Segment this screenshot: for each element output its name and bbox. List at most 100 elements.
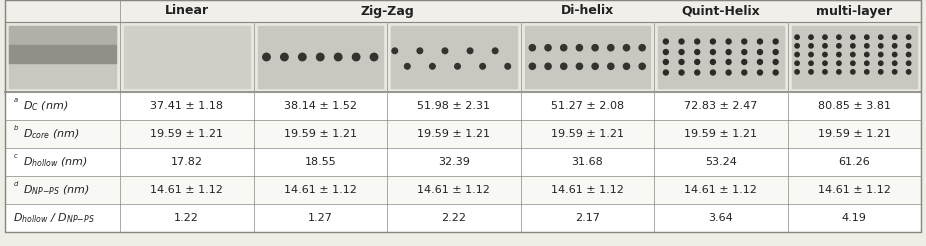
Circle shape [837, 35, 841, 39]
Circle shape [263, 53, 270, 61]
Text: 38.14 ± 1.52: 38.14 ± 1.52 [283, 101, 357, 111]
Text: $^{c}$: $^{c}$ [13, 153, 19, 163]
Text: 17.82: 17.82 [170, 157, 203, 167]
Circle shape [370, 53, 378, 61]
Bar [658, 26, 783, 88]
Circle shape [710, 39, 716, 44]
Circle shape [893, 52, 897, 57]
Circle shape [879, 61, 882, 65]
Text: 19.59 ± 1.21: 19.59 ± 1.21 [818, 129, 891, 139]
Circle shape [679, 49, 684, 55]
Circle shape [851, 44, 855, 48]
Circle shape [757, 49, 762, 55]
Circle shape [392, 48, 397, 54]
Circle shape [623, 63, 630, 69]
Circle shape [417, 48, 422, 54]
Text: 3.64: 3.64 [708, 213, 733, 223]
Text: 2.17: 2.17 [575, 213, 600, 223]
Bar [391, 26, 517, 88]
Circle shape [623, 45, 630, 51]
Circle shape [773, 60, 778, 64]
Circle shape [742, 70, 746, 75]
Circle shape [837, 70, 841, 74]
Text: $D_C$ (nm): $D_C$ (nm) [23, 99, 69, 113]
Circle shape [823, 70, 827, 74]
Circle shape [879, 35, 882, 39]
Circle shape [545, 63, 551, 69]
Text: 51.27 ± 2.08: 51.27 ± 2.08 [551, 101, 624, 111]
Circle shape [773, 70, 778, 75]
Bar [5, 204, 921, 232]
Text: 14.61 ± 1.12: 14.61 ± 1.12 [418, 185, 490, 195]
Text: 14.61 ± 1.12: 14.61 ± 1.12 [283, 185, 357, 195]
Circle shape [726, 49, 732, 55]
Circle shape [726, 70, 732, 75]
Circle shape [694, 39, 700, 44]
Circle shape [907, 35, 911, 39]
Bar [5, 0, 921, 22]
Text: $D_{NP\mathrm{-}PS}$ (nm): $D_{NP\mathrm{-}PS}$ (nm) [23, 183, 90, 197]
Circle shape [893, 70, 897, 74]
Circle shape [560, 45, 567, 51]
Text: 19.59 ± 1.21: 19.59 ± 1.21 [283, 129, 357, 139]
Circle shape [607, 45, 614, 51]
Text: 37.41 ± 1.18: 37.41 ± 1.18 [150, 101, 223, 111]
Circle shape [694, 49, 700, 55]
Text: 19.59 ± 1.21: 19.59 ± 1.21 [150, 129, 223, 139]
Circle shape [907, 44, 911, 48]
Circle shape [726, 60, 731, 64]
Circle shape [592, 45, 598, 51]
Circle shape [879, 44, 882, 48]
Text: 80.85 ± 3.81: 80.85 ± 3.81 [818, 101, 891, 111]
Circle shape [757, 39, 762, 44]
Circle shape [679, 39, 684, 44]
Text: Quint-Helix: Quint-Helix [682, 4, 760, 17]
Circle shape [851, 70, 855, 74]
Circle shape [808, 70, 813, 74]
Circle shape [808, 52, 813, 57]
Circle shape [694, 60, 700, 64]
Circle shape [865, 35, 869, 39]
Circle shape [742, 49, 746, 55]
Bar [5, 22, 921, 92]
Circle shape [679, 60, 684, 64]
Text: 4.19: 4.19 [842, 213, 867, 223]
Circle shape [823, 52, 827, 57]
Circle shape [823, 35, 827, 39]
Circle shape [663, 60, 669, 64]
Circle shape [837, 52, 841, 57]
Circle shape [298, 53, 306, 61]
Circle shape [907, 70, 911, 74]
Circle shape [639, 45, 645, 51]
Text: 18.55: 18.55 [305, 157, 336, 167]
Circle shape [865, 52, 869, 57]
Circle shape [879, 70, 882, 74]
Text: $D_{core}$ (nm): $D_{core}$ (nm) [23, 127, 80, 141]
Circle shape [544, 45, 551, 51]
Circle shape [576, 45, 582, 51]
Bar [9, 26, 116, 45]
Text: 32.39: 32.39 [438, 157, 469, 167]
Text: 19.59 ± 1.21: 19.59 ± 1.21 [418, 129, 490, 139]
Text: 1.22: 1.22 [174, 213, 199, 223]
Text: $D_{hollow}$ (nm): $D_{hollow}$ (nm) [23, 155, 88, 169]
Circle shape [530, 63, 535, 69]
Bar [5, 92, 921, 120]
Circle shape [710, 70, 716, 75]
Circle shape [281, 53, 288, 61]
Circle shape [663, 49, 669, 55]
Text: 19.59 ± 1.21: 19.59 ± 1.21 [684, 129, 757, 139]
Bar [5, 148, 921, 176]
Circle shape [809, 61, 813, 65]
Circle shape [851, 35, 855, 39]
Circle shape [468, 48, 473, 54]
Circle shape [607, 63, 614, 69]
Bar [5, 120, 921, 148]
Text: $^{d}$: $^{d}$ [13, 181, 19, 191]
Circle shape [809, 44, 813, 48]
Bar [792, 26, 917, 88]
Text: 14.61 ± 1.12: 14.61 ± 1.12 [551, 185, 624, 195]
Circle shape [639, 63, 645, 69]
Circle shape [907, 61, 911, 65]
Circle shape [893, 44, 897, 48]
